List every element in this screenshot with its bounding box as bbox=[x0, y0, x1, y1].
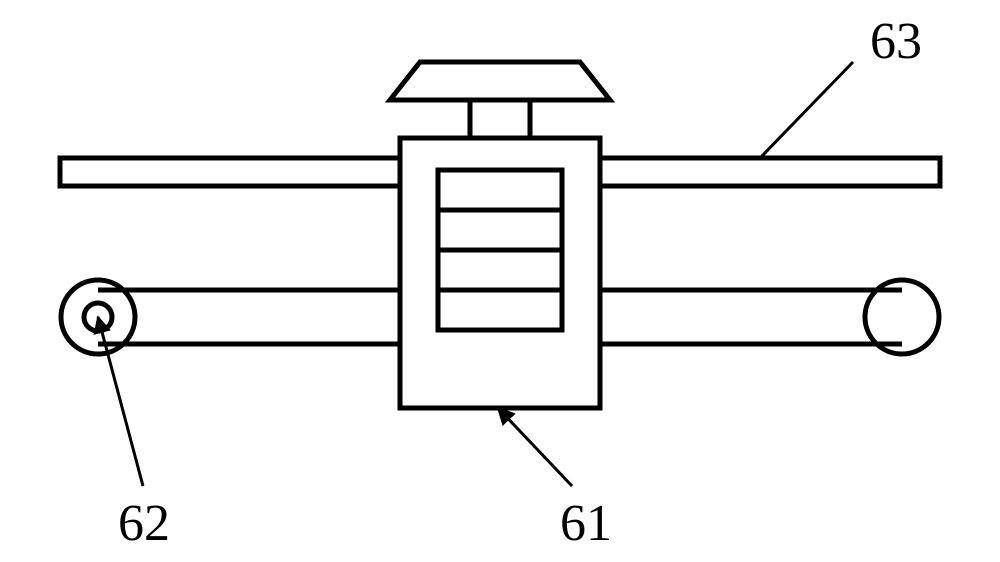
ref-62-label: 62 bbox=[118, 495, 170, 552]
ref-61-leader bbox=[498, 408, 572, 486]
center-block-cap bbox=[390, 62, 610, 100]
center-block-neck bbox=[470, 100, 530, 138]
ref-63-leader bbox=[760, 62, 853, 158]
ref-61-label: 61 bbox=[560, 495, 612, 552]
diagram-svg: 63 62 61 bbox=[0, 0, 1000, 562]
ref-63-label: 63 bbox=[870, 13, 922, 70]
